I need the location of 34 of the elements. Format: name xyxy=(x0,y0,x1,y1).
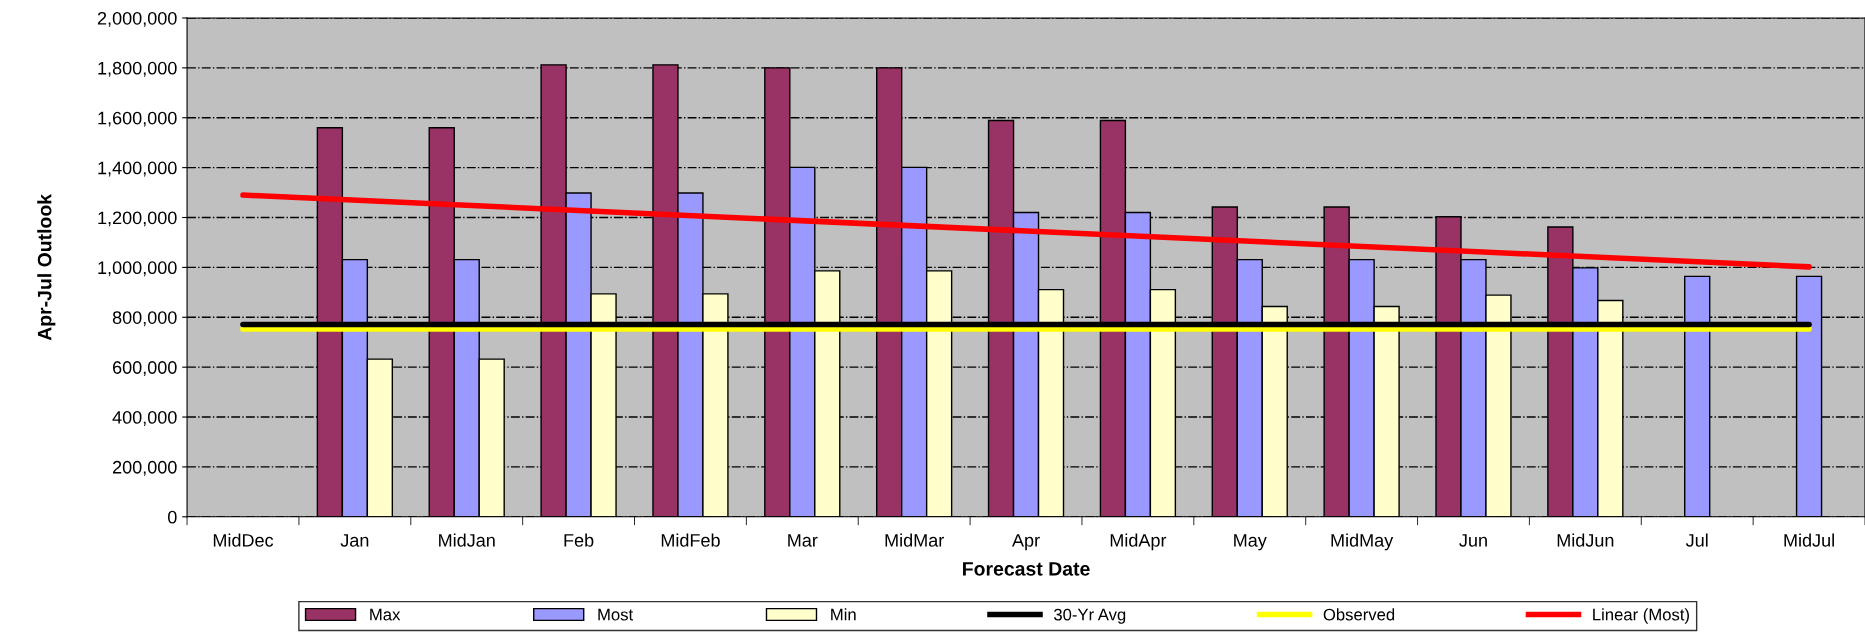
y-tick-label: 1,800,000 xyxy=(98,61,177,77)
legend-label: Min xyxy=(831,608,856,621)
x-tick-label: MidDec xyxy=(213,533,274,547)
legend-label: Linear (Most) xyxy=(1593,608,1689,624)
y-tick-label: 800,000 xyxy=(112,311,177,327)
x-tick-label: MidJan xyxy=(439,533,495,547)
x-tick-label: MidMay xyxy=(1331,533,1394,551)
y-tick-label: 200,000 xyxy=(112,460,177,476)
x-tick-label: MidJun xyxy=(1557,533,1614,547)
x-tick-label: Mar xyxy=(788,534,818,547)
y-tick-label: 2,000,000 xyxy=(97,11,177,27)
x-tick-label: MidJul xyxy=(1784,533,1834,547)
x-tick-label: May xyxy=(1234,534,1267,551)
x-tick-label: MidFeb xyxy=(661,533,720,547)
legend-label: Most xyxy=(598,608,634,621)
x-tick-label: MidMar xyxy=(885,533,944,547)
y-tick-label: 1,400,000 xyxy=(98,161,177,177)
x-tick-label: Jul xyxy=(1685,533,1708,547)
y-tick-label: 1,000,000 xyxy=(98,261,177,277)
legend-label: 30-Yr Avg xyxy=(1053,608,1126,624)
y-tick-label: 400,000 xyxy=(112,410,177,426)
x-tick-label: Jun xyxy=(1459,534,1487,547)
y-tick-label: 600,000 xyxy=(112,361,177,377)
y-axis-title: Apr-Jul Outlook xyxy=(37,193,56,341)
y-tick-label: 1,200,000 xyxy=(98,211,177,227)
y-tick-label: 0 xyxy=(168,510,177,524)
x-tick-label: Feb xyxy=(564,533,594,547)
x-tick-label: MidApr xyxy=(1110,533,1167,551)
x-tick-label: Apr xyxy=(1012,534,1040,551)
x-tick-label: Jan xyxy=(340,534,369,547)
legend-label: Observed xyxy=(1323,608,1395,621)
x-axis-title: Forecast Date xyxy=(963,562,1090,576)
legend-label: Max xyxy=(370,608,401,621)
y-tick-label: 1,600,000 xyxy=(98,111,177,127)
